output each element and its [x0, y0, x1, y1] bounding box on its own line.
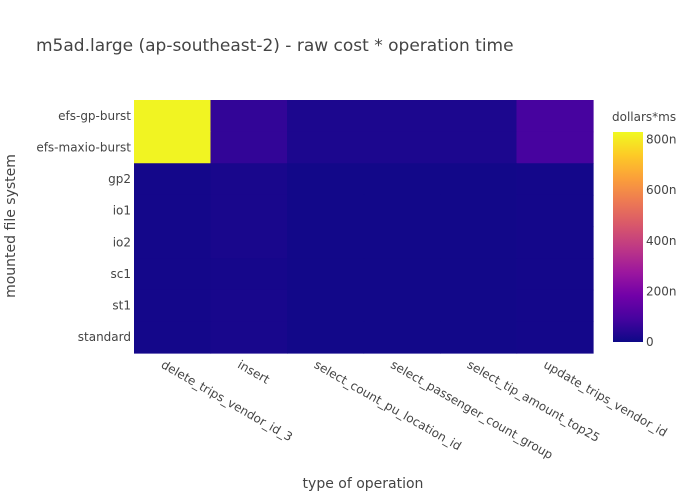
heatmap-cell — [516, 163, 594, 196]
heatmap-cell — [287, 163, 365, 196]
heatmap-cell — [363, 100, 441, 133]
heatmap-cell — [516, 100, 594, 133]
y-axis-ticks: efs-gp-burst efs-maxio-burst gp2 io1 io2 sc1 s… — [36, 109, 131, 344]
heatmap-cell — [363, 289, 441, 322]
heatmap-cell — [134, 100, 212, 133]
heatmap-cell — [287, 194, 365, 228]
heatmap-cell — [363, 321, 441, 354]
heatmap-cell — [210, 226, 288, 259]
heatmap-cell — [210, 289, 288, 322]
heatmap-cell — [516, 321, 594, 354]
y-tick-label: gp2 — [108, 172, 131, 186]
heatmap-cell — [134, 163, 212, 196]
heatmap-cell — [363, 226, 441, 259]
heatmap-cell — [287, 100, 365, 133]
colorbar-tick-label: 400n — [646, 234, 677, 248]
x-tick-label: update_trips_vendor_id — [541, 357, 669, 439]
heatmap-cell — [134, 131, 212, 164]
heatmap-cell — [287, 321, 365, 354]
heatmap-cell — [363, 194, 441, 228]
heatmap-cell — [210, 100, 288, 133]
heatmap-cell — [440, 226, 518, 259]
heatmap-cell — [287, 258, 365, 291]
colorbar-title: dollars*ms — [612, 110, 676, 124]
colorbar-tick-label: 200n — [646, 284, 677, 298]
heatmap-cell — [134, 226, 212, 259]
heatmap-cell — [287, 131, 365, 164]
colorbar-tick-label: 0 — [646, 335, 654, 349]
heatmap-cell — [363, 163, 441, 196]
heatmap-cells — [134, 100, 594, 354]
y-axis-label: mounted file system — [3, 154, 19, 298]
x-axis-label: type of operation — [303, 476, 424, 492]
colorbar-ticks: 0 200n 400n 600n 800n — [646, 133, 677, 349]
heatmap-cell — [287, 226, 365, 259]
heatmap-cell — [287, 289, 365, 322]
heatmap-cell — [516, 194, 594, 228]
heatmap-cell — [363, 258, 441, 291]
colorbar-tick-label: 800n — [646, 133, 677, 147]
heatmap-cell — [516, 226, 594, 259]
colorbar-tick-label: 600n — [646, 183, 677, 197]
heatmap-cell — [440, 163, 518, 196]
heatmap-cell — [440, 289, 518, 322]
chart-title: m5ad.large (ap-southeast-2) - raw cost *… — [36, 36, 514, 56]
heatmap-cell — [210, 194, 288, 228]
heatmap-cell — [440, 258, 518, 291]
x-tick-label: insert — [235, 357, 272, 386]
heatmap-cell — [516, 131, 594, 164]
heatmap-cell — [134, 321, 212, 354]
heatmap-cell — [516, 289, 594, 322]
colorbar — [613, 132, 643, 342]
heatmap-cell — [440, 100, 518, 133]
heatmap-cell — [210, 163, 288, 196]
heatmap-cell — [134, 289, 212, 322]
y-tick-label: standard — [78, 330, 131, 344]
y-tick-label: sc1 — [111, 267, 131, 281]
y-tick-label: st1 — [112, 299, 131, 313]
x-tick-label: delete_trips_vendor_id_3 — [159, 357, 295, 444]
y-tick-label: efs-gp-burst — [58, 109, 131, 123]
heatmap-cell — [210, 321, 288, 354]
heatmap-cell — [210, 258, 288, 291]
heatmap-cell — [134, 194, 212, 228]
heatmap-cell — [516, 258, 594, 291]
heatmap-cell — [134, 258, 212, 291]
y-tick-label: io1 — [113, 204, 131, 218]
x-tick-label: select_count_pu_location_id — [312, 357, 464, 453]
y-tick-label: io2 — [113, 235, 131, 249]
heatmap-cell — [210, 131, 288, 164]
x-tick-label: select_tip_amount_top25 — [465, 357, 602, 444]
heatmap-cell — [440, 321, 518, 354]
heatmap-cell — [363, 131, 441, 164]
y-tick-label: efs-maxio-burst — [36, 140, 131, 154]
heatmap-cell — [440, 131, 518, 164]
heatmap-cell — [440, 194, 518, 228]
